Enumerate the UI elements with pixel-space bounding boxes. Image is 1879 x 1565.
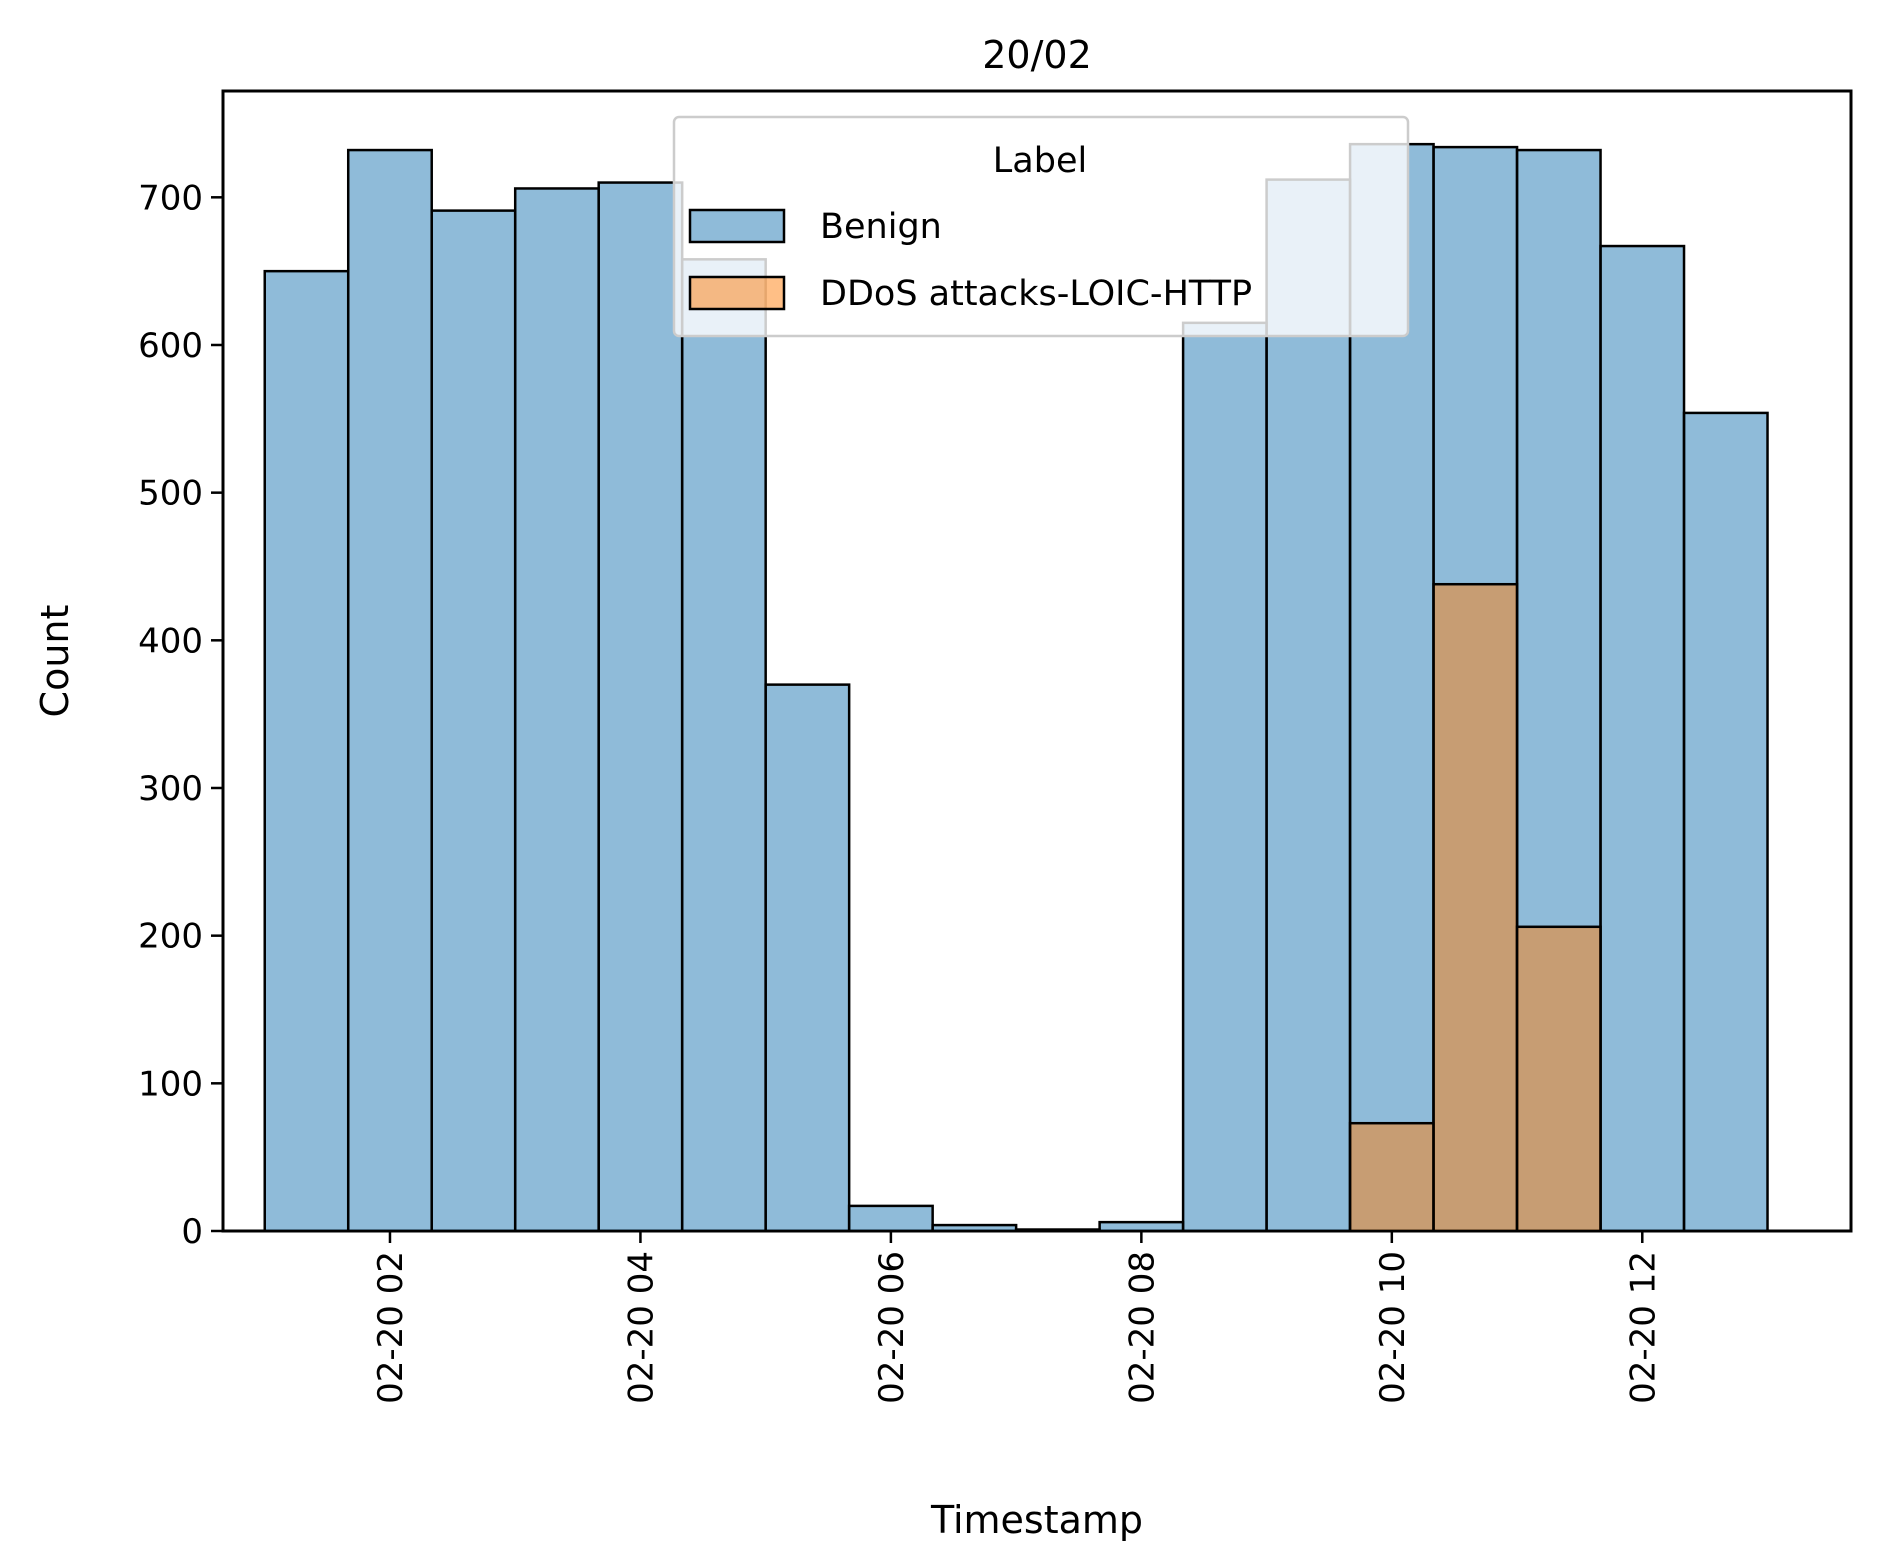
y-tick-label: 0 (181, 1212, 203, 1252)
legend-box (672, 115, 1410, 338)
y-axis-label: Count (33, 605, 77, 718)
x-axis-label: Timestamp (930, 1498, 1143, 1542)
bar-benign (1265, 178, 1352, 1233)
bar-benign (513, 187, 600, 1233)
y-tick-label: 700 (138, 178, 203, 218)
legend-item-label: DDoS attacks-LOIC-HTTP (820, 274, 1252, 314)
legend-title: Label (993, 141, 1087, 181)
bar-benign (764, 683, 851, 1233)
bar-benign (1599, 244, 1686, 1233)
bar-ddos (1515, 925, 1602, 1233)
y-tick-label: 600 (138, 326, 203, 366)
y-tick-label: 400 (138, 621, 203, 661)
x-tick-label: 02-20 02 (371, 1251, 411, 1404)
legend-swatch (688, 208, 786, 244)
bar-benign (680, 258, 767, 1233)
bar-benign (931, 1223, 1018, 1233)
x-tick-label: 02-20 10 (1373, 1251, 1413, 1404)
y-tick-label: 500 (138, 474, 203, 514)
bar-benign (1682, 411, 1769, 1233)
ticks-layer: 0 100 200 300 400 500 600 700 02-20 02 02-20 04 02… (138, 178, 1663, 1404)
bar-benign (346, 148, 433, 1233)
bar-benign (1098, 1220, 1185, 1233)
bar-benign (847, 1204, 934, 1233)
y-tick-label: 100 (138, 1064, 203, 1104)
bar-ddos (1348, 1121, 1435, 1233)
bar-benign (263, 269, 350, 1233)
x-tick-label: 02-20 04 (621, 1251, 661, 1404)
legend: Label Benign DDoS attacks-LOIC-HTTP (672, 115, 1410, 338)
x-tick-label: 02-20 08 (1122, 1251, 1162, 1404)
bar-benign (597, 181, 684, 1233)
x-tick-label: 02-20 06 (872, 1251, 912, 1404)
bar-benign (1014, 1228, 1101, 1233)
bar-benign (430, 209, 517, 1233)
chart-title: 20/02 (982, 33, 1092, 77)
legend-swatch (688, 275, 786, 311)
legend-item-label: Benign (820, 207, 942, 247)
bar-benign (1181, 321, 1268, 1233)
y-tick-label: 300 (138, 769, 203, 809)
y-tick-label: 200 (138, 917, 203, 957)
x-tick-label: 02-20 12 (1623, 1251, 1663, 1404)
bar-ddos (1432, 582, 1519, 1233)
